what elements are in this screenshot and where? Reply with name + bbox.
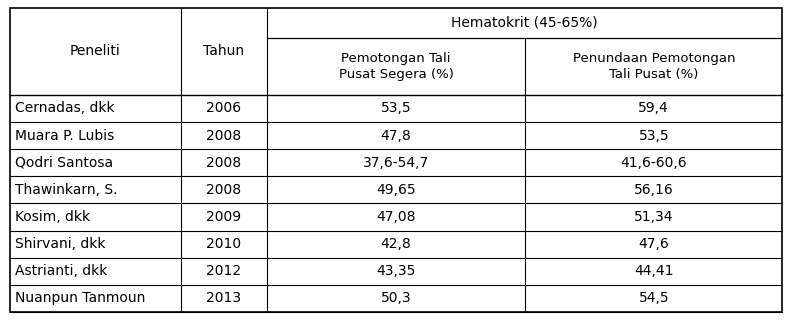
Text: 2008: 2008: [207, 129, 242, 143]
Text: 59,4: 59,4: [638, 101, 669, 116]
Text: 47,6: 47,6: [638, 237, 669, 251]
Text: Qodri Santosa: Qodri Santosa: [15, 156, 113, 170]
Text: 56,16: 56,16: [634, 183, 674, 197]
Text: Kosim, dkk: Kosim, dkk: [15, 210, 90, 224]
Text: Hematokrit (45-65%): Hematokrit (45-65%): [451, 16, 598, 30]
Text: 51,34: 51,34: [634, 210, 673, 224]
Text: 37,6-54,7: 37,6-54,7: [363, 156, 429, 170]
Text: Shirvani, dkk: Shirvani, dkk: [15, 237, 105, 251]
Text: 54,5: 54,5: [638, 292, 669, 305]
Text: Thawinkarn, S.: Thawinkarn, S.: [15, 183, 117, 197]
Text: 2010: 2010: [207, 237, 242, 251]
Text: Peneliti: Peneliti: [70, 44, 120, 59]
Text: 42,8: 42,8: [381, 237, 411, 251]
Text: 2006: 2006: [207, 101, 242, 116]
Text: Muara P. Lubis: Muara P. Lubis: [15, 129, 114, 143]
Text: 47,08: 47,08: [376, 210, 416, 224]
Text: 50,3: 50,3: [381, 292, 411, 305]
Text: 2008: 2008: [207, 156, 242, 170]
Text: 2012: 2012: [207, 264, 242, 278]
Text: Nuanpun Tanmoun: Nuanpun Tanmoun: [15, 292, 146, 305]
Text: 2009: 2009: [207, 210, 242, 224]
Text: Penundaan Pemotongan
Tali Pusat (%): Penundaan Pemotongan Tali Pusat (%): [573, 52, 735, 81]
Text: Astrianti, dkk: Astrianti, dkk: [15, 264, 108, 278]
Text: Tahun: Tahun: [204, 44, 245, 59]
Text: 47,8: 47,8: [381, 129, 411, 143]
Text: Cernadas, dkk: Cernadas, dkk: [15, 101, 115, 116]
Text: 49,65: 49,65: [376, 183, 416, 197]
Text: 2008: 2008: [207, 183, 242, 197]
Text: Pemotongan Tali
Pusat Segera (%): Pemotongan Tali Pusat Segera (%): [338, 52, 454, 81]
Text: 44,41: 44,41: [634, 264, 673, 278]
Text: 41,6-60,6: 41,6-60,6: [620, 156, 687, 170]
Text: 53,5: 53,5: [638, 129, 669, 143]
Text: 43,35: 43,35: [376, 264, 416, 278]
Text: 2013: 2013: [207, 292, 242, 305]
Text: 53,5: 53,5: [381, 101, 411, 116]
